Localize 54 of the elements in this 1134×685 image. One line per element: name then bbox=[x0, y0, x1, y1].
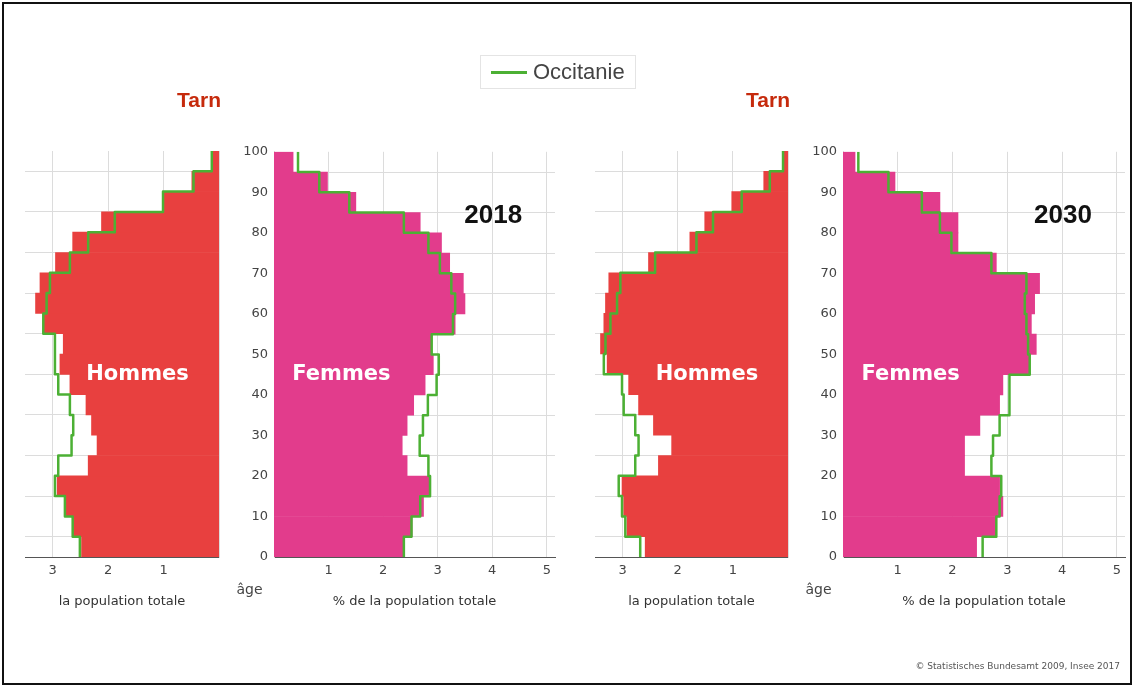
y-tick-label: 70 bbox=[820, 264, 837, 280]
y-tick-label: 60 bbox=[251, 305, 268, 321]
y-tick-label: 90 bbox=[251, 183, 268, 199]
legend-label: Occitanie bbox=[533, 59, 625, 85]
x-tick-label: 5 bbox=[1112, 562, 1121, 578]
y-tick-label: 80 bbox=[820, 224, 837, 240]
y-tick-label: 50 bbox=[820, 345, 837, 361]
x-tick-label: 3 bbox=[1003, 562, 1012, 578]
x-axis-title: % de la population totale bbox=[332, 592, 497, 608]
annotation: Hommes bbox=[86, 360, 189, 385]
y-axis-title: âge bbox=[805, 580, 832, 597]
x-tick-label: 4 bbox=[1057, 562, 1067, 578]
x-axis-title: la population totale bbox=[628, 592, 755, 608]
y-tick-label: 50 bbox=[251, 345, 268, 361]
y-tick-label: 30 bbox=[820, 426, 837, 442]
x-tick-label: 1 bbox=[893, 562, 902, 578]
y-tick-label: 40 bbox=[820, 386, 837, 402]
chart-title: Tarn bbox=[746, 88, 790, 112]
y-tick-label: 70 bbox=[251, 264, 268, 280]
x-tick-label: 3 bbox=[48, 562, 57, 578]
y-tick-label: 10 bbox=[820, 507, 837, 523]
x-tick-label: 5 bbox=[542, 562, 551, 578]
y-tick-label: 20 bbox=[820, 467, 837, 483]
x-tick-label: 2 bbox=[104, 562, 113, 578]
x-tick-label: 3 bbox=[433, 562, 442, 578]
x-axis-title: % de la population totale bbox=[902, 592, 1066, 608]
x-tick-label: 1 bbox=[324, 562, 333, 578]
annotation: 2018 bbox=[464, 198, 523, 229]
y-tick-label: 60 bbox=[820, 305, 837, 321]
x-tick-label: 1 bbox=[159, 562, 168, 578]
y-tick-label: 80 bbox=[251, 224, 268, 240]
x-tick-label: 1 bbox=[728, 562, 737, 578]
y-tick-label: 0 bbox=[828, 548, 837, 564]
y-tick-label: 0 bbox=[259, 548, 268, 564]
chart-title: Tarn bbox=[177, 88, 221, 112]
annotation: Femmes bbox=[292, 361, 391, 386]
y-tick-label: 100 bbox=[812, 143, 837, 159]
y-tick-label: 90 bbox=[820, 183, 837, 199]
y-tick-label: 40 bbox=[251, 386, 268, 402]
y-tick-label: 30 bbox=[251, 426, 268, 442]
x-tick-label: 2 bbox=[948, 562, 957, 578]
x-tick-label: 2 bbox=[378, 562, 388, 578]
y-tick-label: 10 bbox=[251, 507, 268, 523]
y-axis-title: âge bbox=[236, 580, 263, 597]
y-tick-label: 100 bbox=[243, 143, 268, 159]
x-tick-label: 4 bbox=[488, 562, 497, 578]
x-tick-label: 3 bbox=[618, 562, 627, 578]
y-tick-label: 20 bbox=[251, 467, 268, 483]
annotation: 2030 bbox=[1034, 198, 1092, 229]
annotation: Hommes bbox=[655, 360, 759, 385]
x-axis-title: la population totale bbox=[58, 592, 186, 608]
x-tick-label: 2 bbox=[673, 562, 682, 578]
text: © Statistisches Bundesamt 2009, Insee 2017 bbox=[915, 661, 1120, 671]
annotation: Femmes bbox=[861, 361, 960, 386]
